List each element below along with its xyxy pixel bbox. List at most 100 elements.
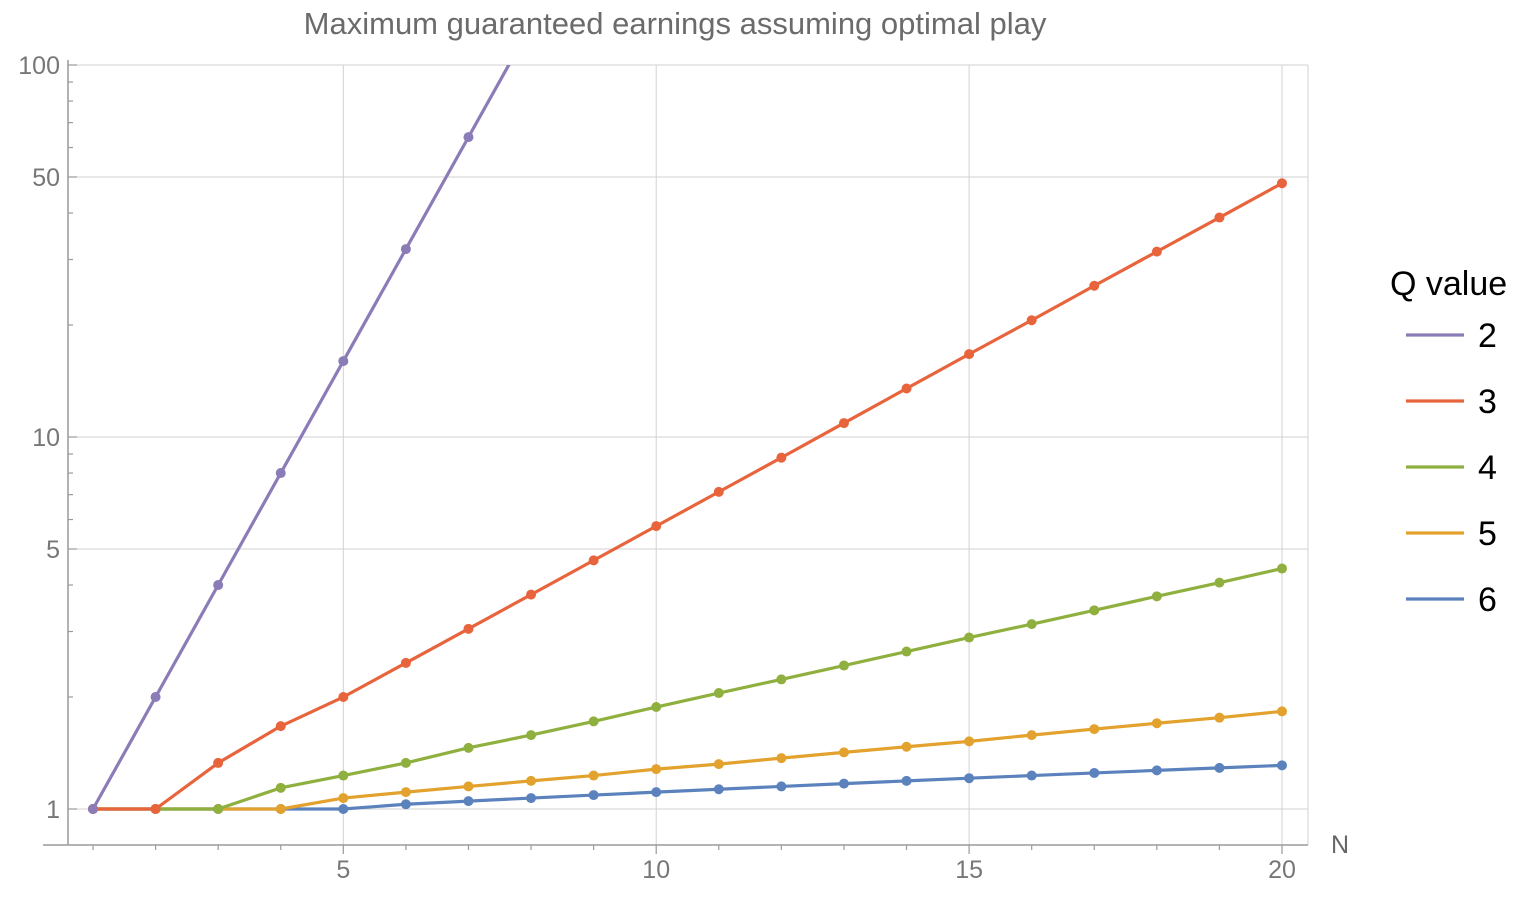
data-point-q4 (400, 757, 411, 768)
data-point-q6 (901, 775, 912, 786)
data-point-q4 (838, 660, 849, 671)
data-point-q5 (1089, 724, 1100, 735)
data-point-q6 (964, 773, 975, 784)
data-point-q5 (1151, 718, 1162, 729)
data-point-q5 (526, 775, 537, 786)
data-point-q4 (776, 674, 787, 685)
data-point-q6 (1277, 760, 1287, 771)
series-q3 (88, 178, 1287, 814)
data-point-q6 (1089, 767, 1100, 778)
data-point-q3 (213, 757, 224, 768)
data-point-q6 (651, 787, 662, 798)
data-point-q4 (651, 702, 662, 713)
data-point-q3 (1089, 280, 1100, 291)
data-point-q5 (1277, 706, 1287, 717)
data-point-q3 (1151, 246, 1162, 257)
series-line-q5 (93, 709, 1283, 811)
legend-entry-q6: 6 (1478, 581, 1497, 619)
data-point-q3 (463, 623, 474, 634)
data-point-q5 (1026, 730, 1037, 741)
data-point-q6 (1026, 770, 1037, 781)
data-point-q3 (338, 692, 349, 703)
data-point-q5 (588, 770, 599, 781)
data-point-q6 (1151, 765, 1162, 776)
x-tick-label: 20 (1268, 856, 1296, 884)
data-point-q3 (526, 589, 537, 600)
data-point-q4 (338, 770, 349, 781)
legend: Q value 2 3 4 5 6 (1390, 265, 1507, 619)
series-q5 (88, 706, 1287, 814)
data-point-q4 (1026, 619, 1037, 630)
data-point-q2 (88, 804, 98, 814)
data-point-q3 (901, 383, 912, 394)
legend-entry-q4: 4 (1478, 449, 1497, 487)
legend-entry-q5: 5 (1478, 515, 1497, 553)
data-point-q2 (338, 356, 349, 367)
data-point-q4 (901, 646, 912, 657)
data-point-q6 (588, 790, 599, 801)
y-tick-label: 5 (46, 536, 60, 564)
x-tick-label: 10 (642, 856, 670, 884)
data-point-q5 (901, 741, 912, 752)
data-point-q3 (1277, 178, 1287, 189)
data-point-q4 (1214, 577, 1225, 588)
series-line-q4 (93, 566, 1283, 811)
data-point-q3 (964, 349, 975, 360)
data-point-q6 (776, 781, 787, 792)
x-axis-label: N (1331, 831, 1349, 859)
data-point-q6 (463, 796, 474, 807)
y-tick-label: 100 (18, 52, 60, 80)
plot-area (88, 65, 1287, 814)
data-point-q4 (1277, 563, 1287, 574)
data-point-q3 (838, 418, 849, 429)
data-point-q6 (713, 784, 724, 795)
data-point-q5 (776, 753, 787, 764)
data-point-q3 (400, 657, 411, 668)
series-q6 (88, 760, 1287, 814)
data-point-q3 (588, 555, 599, 566)
series-line-q2 (91, 65, 511, 810)
data-point-q5 (275, 804, 286, 814)
data-point-q6 (1214, 762, 1225, 773)
data-point-q6 (838, 778, 849, 789)
data-point-q6 (400, 799, 411, 810)
data-point-q3 (1214, 212, 1225, 223)
legend-entry-q3: 3 (1478, 383, 1497, 421)
series-line-q6 (93, 763, 1283, 811)
series-q4 (88, 563, 1287, 814)
data-point-q3 (651, 521, 662, 532)
data-point-q6 (526, 793, 537, 804)
data-point-q5 (338, 793, 349, 804)
data-point-q2 (213, 580, 224, 591)
data-point-q4 (1089, 605, 1100, 616)
x-tick-label: 5 (336, 856, 350, 884)
series-q2 (88, 65, 511, 814)
chart-title: Maximum guaranteed earnings assuming opt… (304, 6, 1047, 41)
data-point-q5 (713, 759, 724, 770)
legend-entry-q2: 2 (1478, 317, 1497, 355)
data-point-q2 (463, 132, 474, 143)
data-point-q2 (150, 692, 161, 703)
data-point-q3 (776, 452, 787, 463)
data-point-q4 (213, 804, 224, 814)
data-point-q3 (1026, 315, 1037, 326)
data-point-q5 (463, 781, 474, 792)
data-point-q4 (1151, 591, 1162, 602)
data-point-q5 (400, 787, 411, 798)
y-tick-label: 10 (32, 424, 60, 452)
data-point-q4 (588, 716, 599, 727)
data-point-q3 (275, 721, 286, 732)
y-tick-label: 1 (46, 796, 60, 824)
data-point-q4 (964, 632, 975, 643)
data-point-q3 (150, 804, 161, 814)
x-tick-label: 15 (955, 856, 983, 884)
data-point-q4 (713, 688, 724, 699)
data-point-q5 (964, 736, 975, 747)
data-point-q4 (275, 782, 286, 793)
data-point-q6 (338, 804, 349, 814)
data-point-q5 (651, 764, 662, 775)
data-point-q2 (400, 244, 411, 255)
series-line-q3 (93, 181, 1283, 811)
